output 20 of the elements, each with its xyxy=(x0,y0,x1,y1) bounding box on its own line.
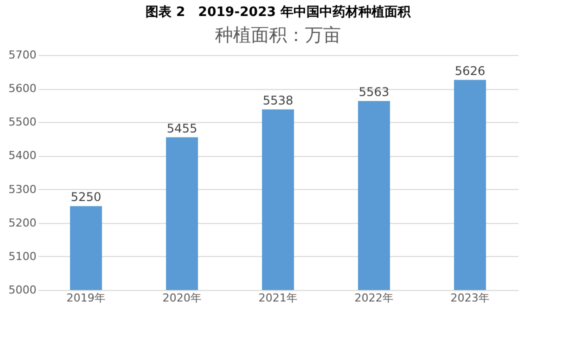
x-tick-label: 2022年 xyxy=(354,292,394,304)
y-tick-label: 5500 xyxy=(8,116,36,129)
y-tick-label: 5400 xyxy=(8,149,36,162)
y-tick-label: 5700 xyxy=(8,48,36,62)
x-tick-label: 2020年 xyxy=(162,292,202,304)
data-label: 5250 xyxy=(70,190,102,204)
data-label: 5538 xyxy=(262,93,294,108)
chart-subtitle: 种植面积：万亩 xyxy=(215,25,341,46)
y-tick-label: 5200 xyxy=(8,216,36,230)
y-tick-label: 5100 xyxy=(8,250,36,263)
x-tick-label: 2019年 xyxy=(66,292,106,304)
y-tick-label: 5000 xyxy=(8,284,36,296)
chart-title: 图表 2 2019-2023 年中国中药材种植面积 xyxy=(146,4,412,20)
x-tick-label: 2021年 xyxy=(258,292,298,304)
x-tick-label: 2023年 xyxy=(450,292,490,304)
data-label: 5455 xyxy=(166,121,198,136)
y-tick-label: 5600 xyxy=(8,82,36,96)
y-tick-label: 5300 xyxy=(8,182,36,196)
data-label: 5626 xyxy=(454,64,486,78)
data-label: 5563 xyxy=(358,84,390,99)
